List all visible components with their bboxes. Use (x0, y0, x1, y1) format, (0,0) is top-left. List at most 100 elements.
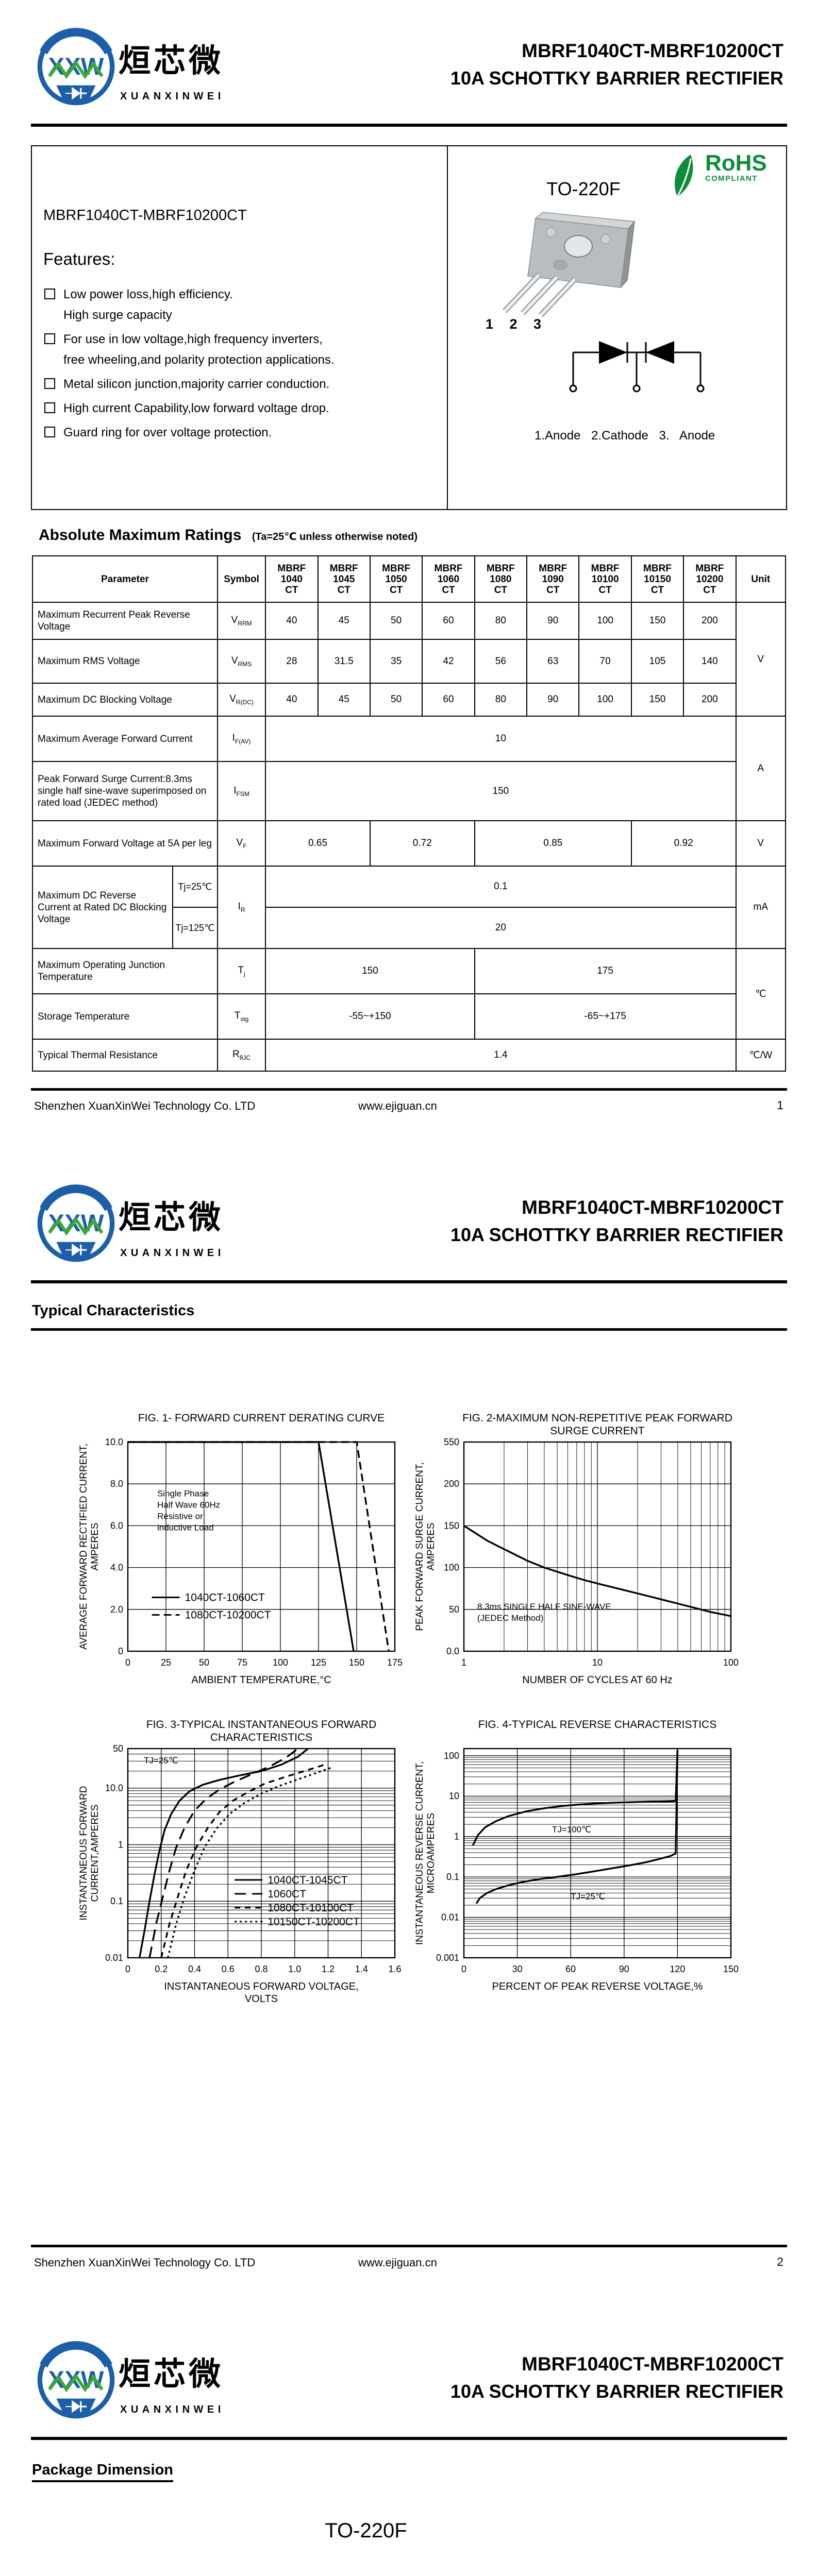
column-header: MBRF 10200 CT (683, 555, 737, 603)
chart-label: 0.6 (222, 1964, 235, 1974)
chart-label: INSTANTANEOUS REVERSE CURRENT, (414, 1761, 425, 1945)
table-cell: 35 (369, 639, 423, 684)
chart-label: 200 (444, 1479, 459, 1489)
doc-title: MBRF1040CT-MBRF10200CT 10A SCHOTTKY BARR… (330, 2350, 783, 2405)
chart-label: inductive Load (157, 1523, 214, 1533)
table-header-row: Parameter Symbol MBRF 1040 CT MBRF 1045 CT MBRF 1… (32, 555, 787, 603)
intro-box: MBRF1040CT-MBRF10200CT Features: Low pow… (31, 145, 787, 510)
footer-website: www.ejiguan.cn (358, 2256, 437, 2269)
chart-label: MICROAMPERES (426, 1813, 437, 1893)
section-title-package-dimension: Package Dimension (32, 2462, 173, 2482)
table-row: Maximum RMS Voltage VRMS 28 31.5 35 42 56 63 70 1… (32, 639, 786, 684)
table-cell: 1.4 (265, 1039, 737, 1072)
table-cell: 80 (474, 683, 528, 717)
chart-label: 100 (444, 1751, 459, 1761)
table-row: Maximum Operating Junction Temperature Tj… (32, 948, 787, 1040)
feature-item: Metal silicon junction,majority carrier … (44, 374, 436, 395)
table-cell: 90 (526, 602, 580, 640)
chart-label: 0.1 (110, 1896, 123, 1906)
features-list: Low power loss,high efficiency. High surg… (44, 284, 436, 447)
chart-label: TJ=25℃ (144, 1755, 178, 1765)
chart-label: 1040CT-1060CT (185, 1592, 265, 1604)
chart-label: (JEDEC Method) (477, 1613, 543, 1623)
chart-label: Half Wave 60Hz (157, 1500, 220, 1510)
table-cell: 40 (265, 683, 319, 717)
chart-shape (463, 1441, 732, 1652)
doc-title: MBRF1040CT-MBRF10200CT 10A SCHOTTKY BARR… (330, 1194, 783, 1248)
chart-label: 0.2 (155, 1964, 168, 1974)
doc-title-line2: 10A SCHOTTKY BARRIER RECTIFIER (450, 1224, 783, 1245)
chart-label: FIG. 3-TYPICAL INSTANTANEOUS FORWARD (146, 1719, 377, 1731)
chart-label: 0.001 (436, 1953, 459, 1963)
chart-shape (472, 1750, 679, 1846)
package-3d-image (502, 212, 636, 317)
table-cell: 10 (265, 716, 737, 762)
leaf-icon (675, 155, 693, 197)
chart-label: 150 (444, 1520, 459, 1531)
chart-label: 1040CT-1045CT (268, 1874, 347, 1886)
chart-label: 10150CT-10200CT (268, 1916, 360, 1928)
table-cell: Typical Thermal Resistance (32, 1039, 218, 1072)
column-header: Parameter (32, 555, 218, 603)
table-cell: VRMS (216, 639, 266, 684)
checkbox-icon (44, 333, 55, 344)
chart-label: 0.8 (255, 1964, 268, 1974)
column-header: MBRF 10150 CT (630, 555, 685, 603)
rohs-text: RoHS (705, 150, 767, 176)
chart-label: 0.0 (446, 1646, 459, 1656)
table-cell: V (735, 602, 787, 717)
chart-shape (160, 1764, 325, 1958)
chart-label: INSTANTANEOUS FORWARD VOLTAGE, (164, 1981, 358, 1992)
chart-label: 0.01 (105, 1953, 123, 1963)
chart-label: 175 (387, 1657, 403, 1668)
chart-label: 10.0 (105, 1783, 123, 1793)
doc-title: MBRF1040CT-MBRF10200CT 10A SCHOTTKY BARR… (330, 37, 783, 92)
page-number: 1 (777, 1098, 783, 1112)
table-cell: VR(DC) (216, 683, 266, 717)
feature-item: High current Capability,low forward volt… (44, 398, 436, 419)
table-cell: Maximum Operating Junction Temperature (32, 948, 218, 994)
checkbox-icon (44, 402, 55, 413)
page-number: 2 (777, 2255, 783, 2268)
column-header: MBRF 1080 CT (474, 555, 528, 603)
doc-title-line1: MBRF1040CT-MBRF10200CT (522, 1197, 783, 1218)
footer-rule (31, 1088, 787, 1091)
page-2: XXW 烜芯微 XUANXINWEI MBRF1040CT-MBRF10200C… (0, 1157, 818, 2576)
chart-label: 0 (461, 1964, 466, 1974)
table-row: Maximum DC Reverse Current at Rated DC B… (32, 866, 787, 949)
chart-shape (148, 1748, 299, 1958)
table-cell: 0.85 (474, 820, 632, 867)
table-row: Storage Temperature Tstg -55~+150 -65~+175 (32, 993, 786, 1040)
chart-shape (127, 1748, 396, 1959)
chart-label: AMPERES (426, 1523, 437, 1571)
table-cell: 42 (422, 639, 475, 684)
chart-label: 1.6 (388, 1964, 401, 1974)
chart-label: 100 (723, 1657, 739, 1668)
feature-text: High current Capability,low forward volt… (63, 401, 329, 415)
table-cell: 45 (317, 683, 371, 717)
chart-label: 0 (125, 1657, 130, 1668)
table-cell: 0.65 (265, 820, 371, 867)
chart-label: Single Phase (157, 1489, 209, 1499)
chart-label: 550 (444, 1437, 459, 1447)
chart-label: 60 (565, 1964, 576, 1974)
chart-label: 50 (199, 1657, 209, 1668)
abs-max-ratings-table: Parameter Symbol MBRF 1040 CT MBRF 1045 CT MBRF 1… (32, 555, 787, 1072)
part-range: MBRF1040CT-MBRF10200CT (43, 207, 247, 224)
table-cell: Maximum Forward Voltage at 5A per leg (32, 820, 218, 867)
feature-text: For use in low voltage,high frequency in… (63, 332, 335, 367)
table-cell: 60 (422, 602, 475, 640)
table-cell: 90 (526, 683, 580, 717)
chart-label: TJ=25℃ (571, 1891, 605, 1901)
table-cell: Tj=125℃ (172, 907, 218, 949)
feature-text: Metal silicon junction,majority carrier … (63, 377, 330, 391)
table-cell: Tstg (216, 993, 266, 1040)
chart-label: 2.0 (110, 1604, 123, 1615)
chart-label: FIG. 4-TYPICAL REVERSE CHARACTERISTICS (478, 1719, 716, 1731)
chart-label: 0.01 (441, 1912, 459, 1923)
column-header: MBRF 1040 CT (265, 555, 319, 603)
chart-label: 10 (449, 1791, 459, 1801)
doc-title-line2: 10A SCHOTTKY BARRIER RECTIFIER (450, 2380, 783, 2402)
chart-label: 90 (619, 1964, 629, 1974)
